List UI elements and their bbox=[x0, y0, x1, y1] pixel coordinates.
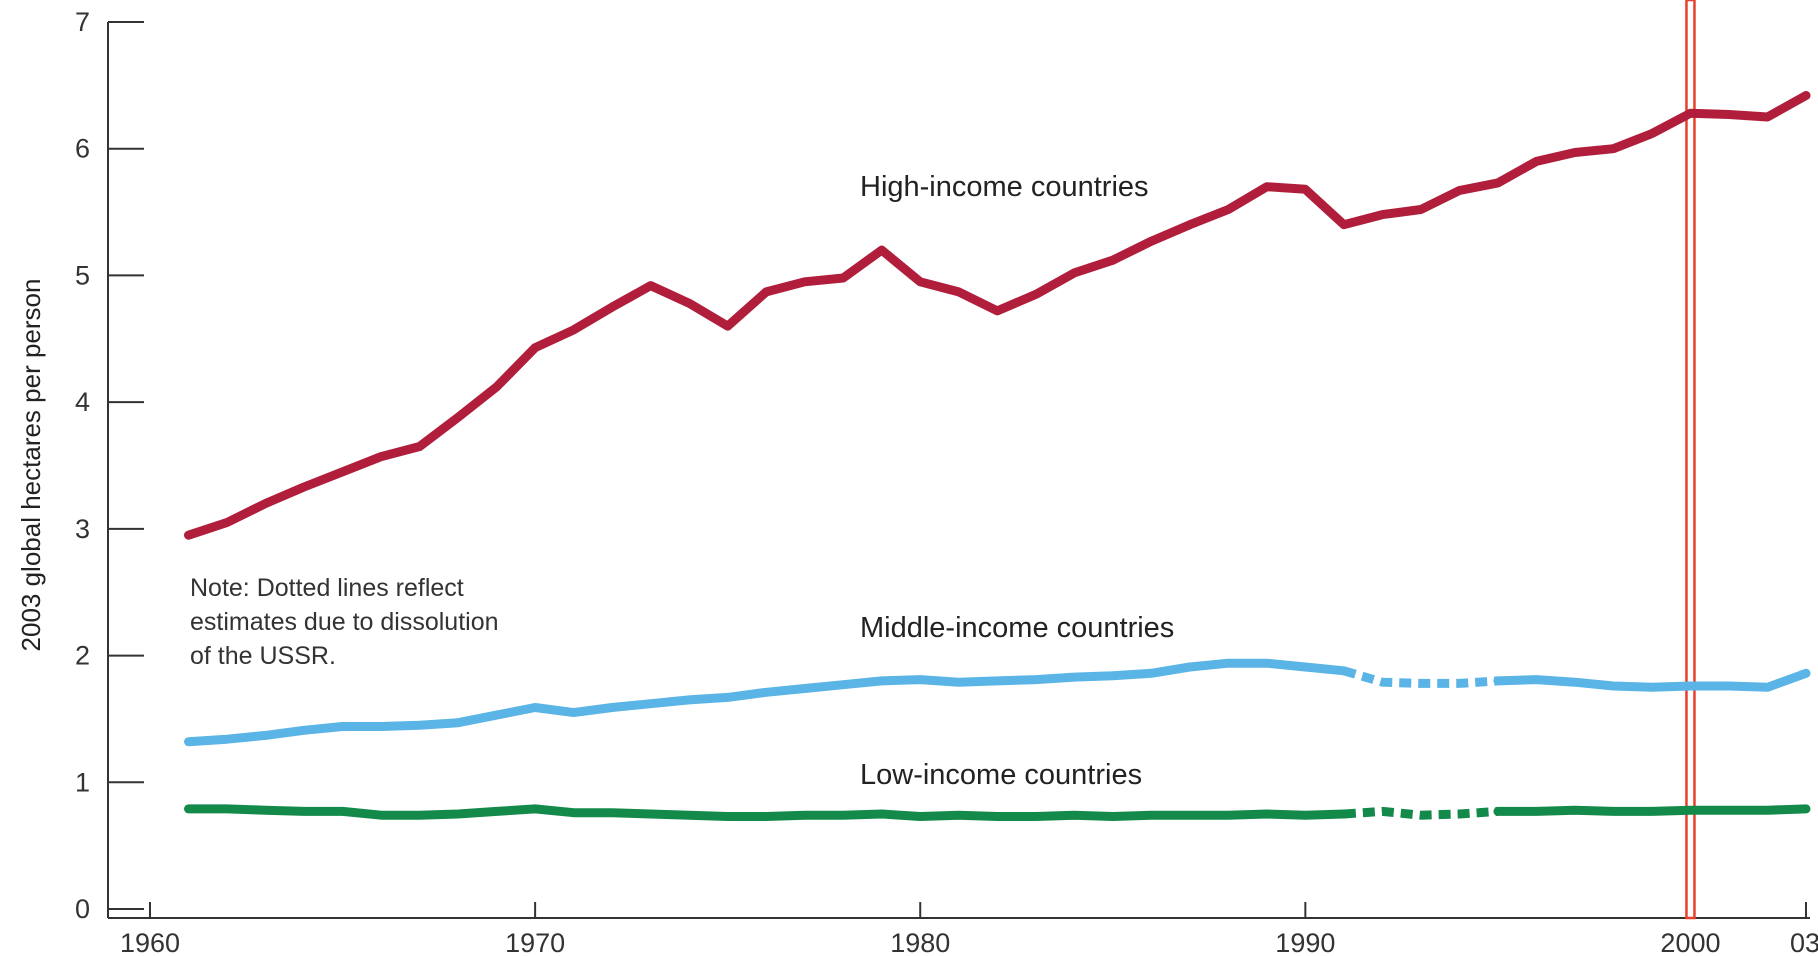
note-line: estimates due to dissolution bbox=[190, 608, 499, 636]
y-tick-label: 7 bbox=[75, 7, 90, 37]
middle-income-countries-label: Middle-income countries bbox=[860, 612, 1174, 644]
middle-income-countries-estimate-line bbox=[1342, 666, 1499, 688]
x-tick-label: 03 bbox=[1790, 928, 1818, 956]
high-income-countries-line bbox=[184, 91, 1811, 540]
y-tick-label: 1 bbox=[75, 767, 90, 797]
low-income-countries-label: Low-income countries bbox=[860, 759, 1142, 791]
series-lines bbox=[184, 91, 1811, 821]
middle-income-countries-line bbox=[1493, 668, 1811, 692]
note-text: Note: Dotted lines reflect estimates due … bbox=[190, 574, 499, 670]
x-tick-label: 2000 bbox=[1660, 928, 1720, 956]
low-income-countries-line bbox=[184, 804, 1349, 821]
low-income-countries-estimate-line bbox=[1343, 806, 1499, 820]
middle-income-countries-line bbox=[184, 658, 1349, 747]
y-axis-title: 2003 global hectares per person bbox=[16, 279, 46, 652]
y-tick-label: 6 bbox=[75, 134, 90, 164]
series-labels: High-income countries Middle-income count… bbox=[860, 171, 1174, 791]
y-tick-label: 4 bbox=[75, 387, 90, 417]
x-tick-label: 1970 bbox=[505, 928, 565, 956]
y-tick-label: 2 bbox=[75, 641, 90, 671]
x-tick-label: 1960 bbox=[120, 928, 180, 956]
high-income-countries-label: High-income countries bbox=[860, 171, 1149, 203]
note-line: Note: Dotted lines reflect bbox=[190, 574, 464, 602]
y-tick-label: 3 bbox=[75, 514, 90, 544]
year-2000-marker bbox=[1685, 0, 1696, 920]
y-tick-label: 0 bbox=[75, 894, 90, 924]
x-tick-label: 1990 bbox=[1275, 928, 1335, 956]
note-line: of the USSR. bbox=[190, 642, 336, 670]
year-highlight bbox=[1685, 0, 1696, 920]
axes: 0 1 2 3 4 5 6 7 1960 1970 1980 1990 2000 03 bbox=[75, 7, 1818, 956]
x-tick-label: 1980 bbox=[890, 928, 950, 956]
low-income-countries-line bbox=[1493, 804, 1811, 816]
y-tick-label: 5 bbox=[75, 260, 90, 290]
